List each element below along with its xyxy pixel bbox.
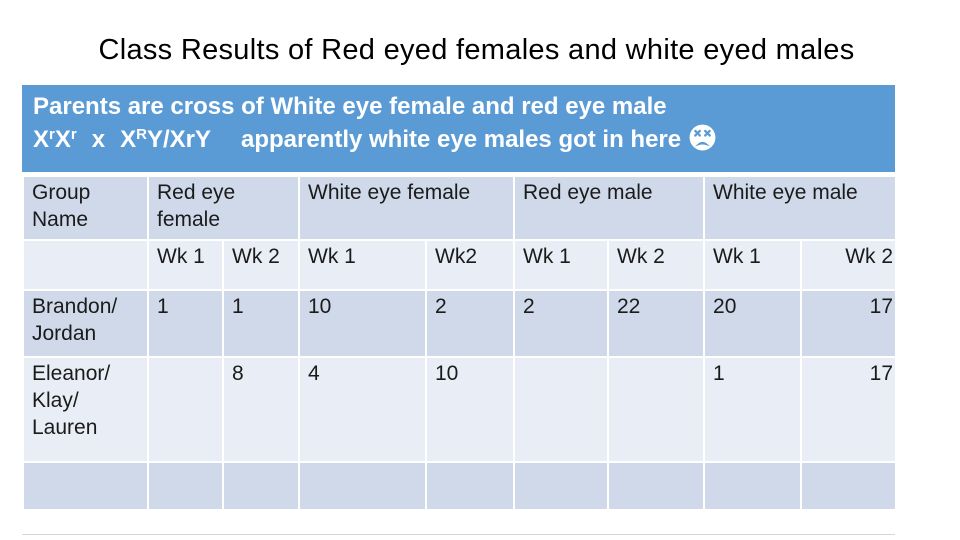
- value-cell: 2: [513, 289, 609, 358]
- callout-line1: Parents are cross of White eye female an…: [33, 93, 667, 120]
- value-cell: [703, 461, 803, 511]
- results-table: Group Name Red eye female White eye fema…: [22, 175, 898, 511]
- value-cell: 10: [298, 289, 427, 358]
- value-cell: 2: [425, 289, 515, 358]
- sad-face-icon: [689, 124, 716, 151]
- table-row: Brandon/ Jordan 1 1 10 2 2 22 20 17: [22, 289, 898, 358]
- value-cell: 10: [425, 356, 515, 463]
- week-header: Wk 1: [298, 239, 427, 291]
- value-cell: 8: [222, 356, 300, 463]
- week-header: Wk 2: [606, 239, 706, 291]
- table-row: Eleanor/ Klay/ Lauren 8 4 10 1 17: [22, 356, 898, 463]
- page-title: Class Results of Red eyed females and wh…: [98, 34, 855, 66]
- col-header-red-eye-male: Red eye male: [512, 175, 706, 241]
- col-header-red-eye-female: Red eye female: [147, 175, 300, 241]
- value-cell: 1: [703, 356, 803, 463]
- col-header-group-name: Group Name: [22, 175, 149, 241]
- col-header-white-eye-female: White eye female: [298, 175, 515, 241]
- week-header: Wk 2: [800, 239, 898, 291]
- value-cell: 17: [800, 356, 898, 463]
- slide: Class Results of Red eyed females and wh…: [22, 0, 898, 535]
- table-week-header-row: Wk 1 Wk 2 Wk 1 Wk2 Wk 1 Wk 2 Wk 1 Wk 2: [22, 239, 898, 291]
- week-header: Wk 1: [147, 239, 224, 291]
- value-cell: [147, 461, 224, 511]
- value-cell: [425, 461, 515, 511]
- value-cell: [606, 461, 706, 511]
- group-name-cell: [22, 461, 149, 511]
- week-header: Wk 1: [703, 239, 803, 291]
- week-header: Wk2: [425, 239, 515, 291]
- group-name-cell: Eleanor/ Klay/ Lauren: [22, 356, 149, 463]
- value-cell: [147, 356, 224, 463]
- value-cell: [298, 461, 427, 511]
- results-table-wrap: Group Name Red eye female White eye fema…: [22, 175, 898, 511]
- value-cell: [222, 461, 300, 511]
- week-header: Wk 1: [513, 239, 609, 291]
- value-cell: [606, 356, 706, 463]
- group-name-cell: Brandon/ Jordan: [22, 289, 149, 358]
- value-cell: 4: [298, 356, 427, 463]
- callout-note: apparently white eye males got in here: [240, 126, 682, 153]
- week-header: Wk 2: [222, 239, 300, 291]
- value-cell: 20: [703, 289, 803, 358]
- callout-line2: XrXr x XRY/XrY apparently white eye males g…: [33, 123, 883, 156]
- parents-callout: Parents are cross of White eye female an…: [22, 85, 895, 172]
- col-header-white-eye-male: White eye male: [703, 175, 898, 241]
- value-cell: [513, 356, 609, 463]
- value-cell: 1: [222, 289, 300, 358]
- value-cell: 17: [800, 289, 898, 358]
- value-cell: [513, 461, 609, 511]
- table-row-empty: [22, 461, 898, 511]
- genotype-text: XrXr x XRY/XrY: [33, 126, 211, 153]
- table-shadow-line: [22, 534, 895, 535]
- empty-cell: [22, 239, 149, 291]
- value-cell: 1: [147, 289, 224, 358]
- value-cell: 22: [606, 289, 706, 358]
- value-cell: [800, 461, 898, 511]
- table-header-row: Group Name Red eye female White eye fema…: [22, 175, 898, 241]
